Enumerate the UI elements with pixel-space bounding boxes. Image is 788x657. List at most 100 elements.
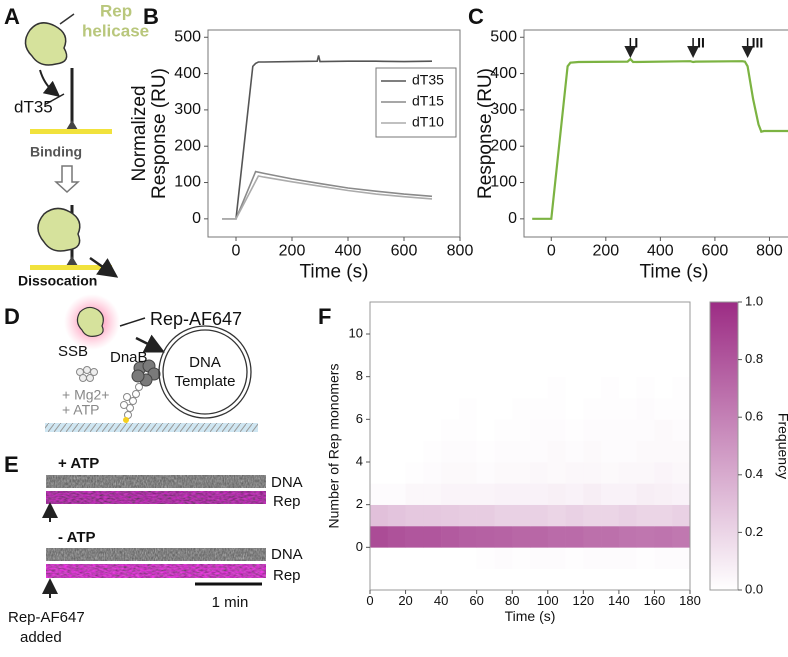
heat-cell xyxy=(636,398,655,420)
condition-label: - ATP xyxy=(58,529,96,546)
heat-cell xyxy=(636,547,655,569)
heat-cell xyxy=(370,376,389,399)
heat-cell xyxy=(530,483,549,505)
heat-cell xyxy=(423,462,442,484)
x-tick-label: 120 xyxy=(572,593,594,608)
x-tick-label: 600 xyxy=(702,243,729,260)
leader xyxy=(45,93,65,105)
heat-cell xyxy=(601,440,620,463)
x-tick-label: 140 xyxy=(608,593,630,608)
legend-label: dT10 xyxy=(412,114,444,130)
heat-cell xyxy=(441,547,460,569)
heat-cell xyxy=(458,547,477,569)
rep-noise xyxy=(46,491,266,504)
heat-cell xyxy=(387,526,406,548)
heat-cell xyxy=(636,376,655,399)
y-tick-label: 300 xyxy=(490,101,517,118)
series-line xyxy=(222,55,433,220)
step-arrow xyxy=(54,165,80,194)
x-tick-label: 160 xyxy=(644,593,666,608)
heat-cell xyxy=(441,355,460,377)
heat-cell xyxy=(370,526,389,548)
arrow xyxy=(39,69,61,97)
heat-cell xyxy=(583,483,602,505)
x-axis-label: Time (s) xyxy=(300,261,369,282)
heat-cell xyxy=(636,462,655,484)
heat-cell xyxy=(654,312,673,335)
heat-cell xyxy=(601,312,620,335)
heat-cell xyxy=(476,355,495,377)
heat-cell xyxy=(405,504,424,527)
heat-cell xyxy=(565,483,584,505)
heat-cell xyxy=(441,504,460,527)
heat-cell xyxy=(405,334,424,356)
heat-cell xyxy=(494,355,513,377)
panel-label: B xyxy=(143,4,159,29)
heat-cell xyxy=(672,504,691,527)
heat-cell xyxy=(476,547,495,569)
heat-cell xyxy=(512,334,531,356)
diagram-d: Rep-AF647 SSB DnaB DNA Template + Mg2+ +… xyxy=(45,294,258,432)
heat-cell xyxy=(476,419,495,441)
colorbar-label: Frequency xyxy=(775,413,788,479)
anchor xyxy=(66,120,78,130)
heat-cell xyxy=(565,440,584,463)
heat-cell xyxy=(441,312,460,335)
buffer-label: + ATP xyxy=(62,402,99,418)
heat-cell xyxy=(565,462,584,484)
heat-cell xyxy=(494,547,513,569)
anchor xyxy=(66,256,78,266)
note: Rep-AF647 xyxy=(8,609,85,626)
heat-cell xyxy=(512,504,531,527)
heat-cell xyxy=(547,440,566,463)
heat-cell xyxy=(512,398,531,420)
x-axis-label: Time (s) xyxy=(640,261,709,282)
x-tick-label: 200 xyxy=(279,243,306,260)
y-tick-label: 10 xyxy=(349,325,363,340)
plot-frame xyxy=(523,29,788,238)
heat-cell xyxy=(618,440,637,463)
y-tick-label: 100 xyxy=(490,174,517,191)
heat-cell xyxy=(476,483,495,505)
heat-cell xyxy=(530,526,549,548)
heat-cell xyxy=(547,398,566,420)
heat-cell xyxy=(387,355,406,377)
x-tick-label: 800 xyxy=(447,243,474,260)
heat-cell xyxy=(370,312,389,335)
heat-cell xyxy=(618,526,637,548)
leader xyxy=(59,13,75,25)
heat-cell xyxy=(387,419,406,441)
heat-cell xyxy=(387,440,406,463)
step-label: Binding xyxy=(30,144,82,160)
heat-cell xyxy=(654,547,673,569)
heat-cell xyxy=(370,355,389,377)
heat-cell xyxy=(654,334,673,356)
heat-cell xyxy=(583,462,602,484)
x-tick-label: 200 xyxy=(592,243,619,260)
heat-cell xyxy=(405,462,424,484)
heat-cell xyxy=(547,462,566,484)
heat-cell xyxy=(654,462,673,484)
heat-cell xyxy=(405,376,424,399)
heat-cell xyxy=(654,440,673,463)
heat-cell xyxy=(370,419,389,441)
heat-cell xyxy=(387,376,406,399)
heat-cell xyxy=(476,398,495,420)
condition-label: + ATP xyxy=(58,455,99,472)
heat-cell xyxy=(387,312,406,335)
scale-label: 1 min xyxy=(212,594,249,611)
heat-cell xyxy=(547,334,566,356)
heat-cell xyxy=(387,462,406,484)
heat-cell xyxy=(547,483,566,505)
heat-cell xyxy=(601,334,620,356)
heat-cell xyxy=(601,504,620,527)
heat-cell xyxy=(672,440,691,463)
protein-label: helicase xyxy=(82,21,149,40)
dnab-shape xyxy=(131,359,161,387)
y-axis-label: Response (RU) xyxy=(475,68,496,199)
channel-label: DNA xyxy=(271,546,303,563)
heat-cell xyxy=(618,462,637,484)
channel-label: Rep xyxy=(273,567,301,584)
series-line xyxy=(222,175,433,220)
heat-cell xyxy=(458,398,477,420)
